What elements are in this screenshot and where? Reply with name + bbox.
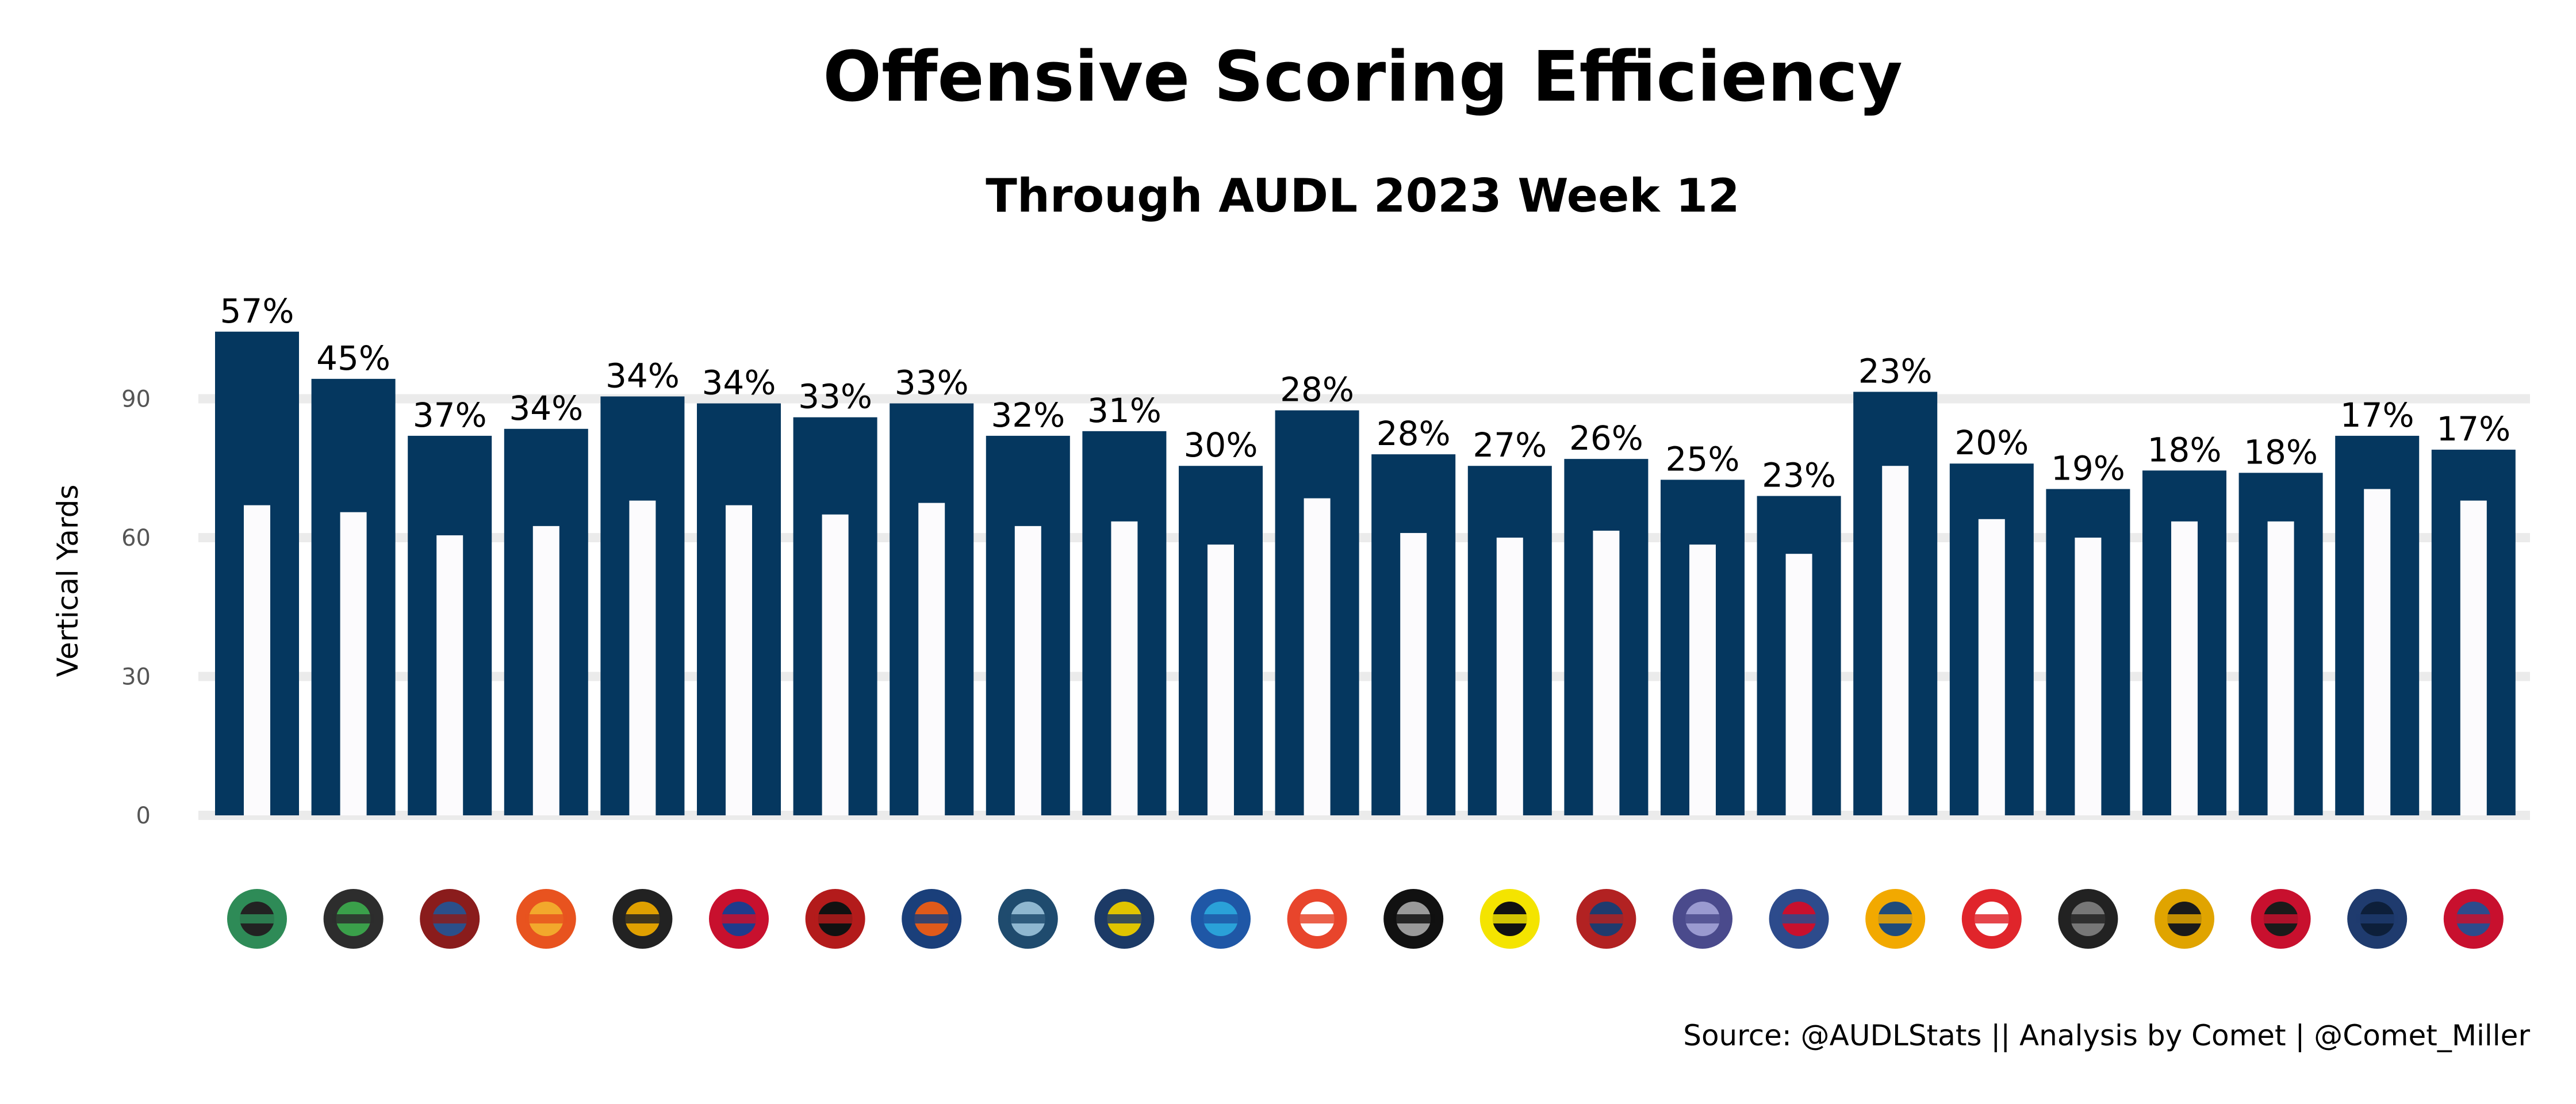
percent-label: 20%	[1954, 423, 2029, 462]
royal-logo	[902, 889, 962, 949]
y-tick-label: 30	[121, 664, 151, 691]
percent-labels: 57% 45% 37% 34% 34% 34% 33% 33% 32% 31% 30% 28% 28% 2…	[220, 292, 2511, 495]
inner-bar	[1593, 530, 1620, 815]
gridline-60	[198, 533, 2530, 542]
percent-label: 33%	[895, 363, 969, 402]
inner-bar	[1111, 521, 1138, 815]
inner-bar	[2171, 521, 2198, 815]
y-axis-label: Vertical Yards	[51, 485, 85, 677]
havoc-logo	[1673, 889, 1732, 949]
source-caption: Source: @AUDLStats || Analysis by Comet …	[1683, 1019, 2530, 1052]
percent-label: 17%	[2436, 409, 2510, 448]
inner-bar	[436, 535, 463, 815]
inner-bar	[2075, 538, 2102, 815]
percent-label: 37%	[413, 396, 487, 435]
y-tick-label: 0	[136, 803, 151, 829]
inner-bar	[1978, 519, 2005, 815]
inner-bar	[2460, 500, 2487, 815]
rush-logo	[2251, 889, 2311, 949]
gridline-30	[198, 672, 2530, 681]
y-axis-ticks: 0 30 60 90	[121, 386, 151, 830]
mechanix-logo	[805, 889, 865, 949]
percent-label: 17%	[2340, 396, 2414, 435]
inner-bar	[1882, 466, 1909, 815]
inner-bar	[1304, 498, 1331, 815]
chart-title: Offensive Scoring Efficiency	[823, 37, 1903, 117]
percent-label: 33%	[798, 377, 872, 416]
percent-label: 19%	[2051, 448, 2125, 488]
y-tick-label: 90	[121, 386, 151, 413]
percent-label: 34%	[509, 389, 583, 428]
percent-label: 28%	[1377, 414, 1451, 453]
spiders-logo	[2058, 889, 2118, 949]
inner-bar	[629, 500, 656, 815]
spiders-sunrise-logo	[1865, 889, 1926, 949]
inner-bar	[1014, 526, 1041, 815]
inner-bar	[2267, 521, 2294, 815]
percent-label: 26%	[1569, 419, 1643, 458]
empire-logo	[323, 889, 384, 949]
hustle-logo	[612, 889, 673, 949]
inner-bar	[1785, 554, 1812, 815]
union-logo	[1191, 889, 1251, 949]
inner-bar	[1400, 532, 1427, 815]
inner-bar	[1208, 545, 1234, 815]
radicals-logo	[1094, 889, 1155, 949]
percent-label: 31%	[1087, 391, 1162, 430]
legion-logo	[2155, 889, 2214, 949]
inner-bar	[1689, 545, 1716, 815]
wolf-logo	[1961, 889, 2022, 949]
percent-label: 28%	[1280, 370, 1354, 409]
inner-bar	[2364, 489, 2391, 815]
percent-label: 18%	[2148, 430, 2222, 469]
percent-label: 32%	[991, 396, 1065, 435]
percent-label: 25%	[1666, 439, 1740, 478]
inner-bar	[1496, 538, 1523, 815]
percent-label: 57%	[220, 292, 294, 331]
breeze-logo	[709, 889, 769, 949]
percent-label: 23%	[1858, 351, 1933, 390]
glory-logo	[2443, 889, 2504, 949]
mechanix-m-logo	[1383, 889, 1444, 949]
inner-bar	[822, 514, 849, 815]
sol-logo	[1769, 889, 1829, 949]
chart-subtitle: Through AUDL 2023 Week 12	[986, 169, 1739, 223]
summit-logo	[998, 889, 1058, 949]
inner-bar	[340, 512, 367, 815]
percent-label: 34%	[605, 356, 680, 395]
cannons-logo	[1576, 889, 1636, 949]
inner-bar	[726, 505, 752, 815]
percent-label: 45%	[316, 339, 390, 378]
alleycats-logo	[227, 889, 287, 949]
percent-label: 18%	[2244, 432, 2318, 471]
inner-bar	[918, 503, 945, 815]
gridline-0	[198, 811, 2530, 820]
gridline-90	[198, 394, 2530, 404]
inner-bar	[532, 526, 559, 815]
windchill-logo	[2347, 889, 2408, 949]
inner-bar	[244, 505, 270, 815]
phoenix-logo	[516, 889, 576, 949]
gridlines	[198, 394, 2530, 820]
bars	[215, 331, 2516, 815]
y-tick-label: 60	[121, 525, 151, 551]
percent-label: 27%	[1473, 425, 1547, 465]
team-logos	[227, 889, 2504, 949]
flyers-logo	[420, 889, 480, 949]
percent-label: 30%	[1184, 425, 1258, 465]
percent-label: 23%	[1762, 456, 1836, 495]
nitro-logo	[1287, 889, 1347, 949]
growlers-logo	[1479, 889, 1540, 949]
percent-label: 34%	[702, 363, 776, 402]
